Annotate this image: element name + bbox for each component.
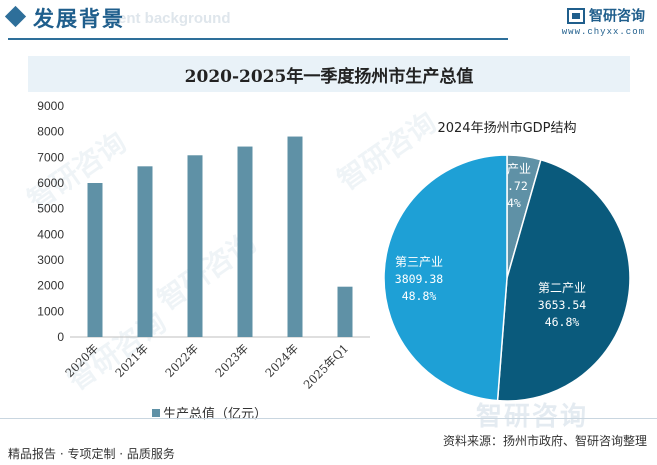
y-tick-label: 9000 (37, 99, 64, 113)
bar-chart: 0 1000 2000 3000 4000 5000 6000 7000 8000 9000 202… (37, 99, 370, 422)
bar (187, 155, 203, 337)
pie-chart: 2024年扬州市GDP结构第一产业346.724.4%第二产业3653.5446… (383, 120, 631, 402)
pie-slice (496, 158, 631, 402)
bar (337, 286, 353, 337)
brand-url: www.chyxx.com (561, 26, 645, 37)
brand-name: 智研咨询 (589, 8, 645, 25)
y-tick-label: 6000 (37, 176, 64, 190)
y-tick-label: 1000 (37, 304, 64, 318)
bar (137, 166, 153, 337)
brand: 智研咨询 www.chyxx.com (562, 5, 645, 37)
x-tick-label: 2025年Q1 (301, 341, 352, 392)
chart-title: 2020-2025年一季度扬州市生产总值 (184, 66, 474, 87)
chart-title-banner: 2020-2025年一季度扬州市生产总值 (28, 56, 630, 92)
slice-percent-label: 46.8% (545, 315, 580, 329)
watermark-logo: 智研咨询 (476, 402, 589, 432)
legend-label: 生产总值（亿元） (163, 406, 267, 422)
slice-value-label: 3809.38 (395, 272, 444, 286)
y-tick-label: 4000 (37, 227, 64, 241)
slice-percent-label: 48.8% (402, 289, 437, 303)
x-tick-label: 2022年 (162, 341, 201, 380)
page-title: 发展背景 (33, 7, 125, 31)
y-tick-label: 8000 (37, 125, 64, 139)
footer-divider (0, 418, 657, 419)
bar (87, 183, 103, 337)
y-tick-label: 0 (57, 330, 64, 344)
x-tick-label: 2020年 (62, 341, 101, 380)
y-tick-label: 2000 (37, 279, 64, 293)
footer-source: 资料来源：扬州市政府、智研咨询整理 (442, 434, 647, 448)
pie-slice (383, 154, 508, 402)
slice-value-label: 3653.54 (538, 298, 587, 312)
brand-logo-icon (567, 7, 585, 24)
bar (237, 146, 253, 337)
y-tick-label: 7000 (37, 150, 64, 164)
y-tick-label: 3000 (37, 253, 64, 267)
bar (287, 136, 303, 337)
footer-tagline: 精品报告 · 专项定制 · 品质服务 (8, 447, 175, 461)
header-divider (8, 38, 508, 40)
slice-name-label: 第二产业 (538, 281, 586, 295)
pie-title: 2024年扬州市GDP结构 (437, 120, 576, 136)
x-tick-label: 2023年 (212, 341, 251, 380)
y-tick-label: 5000 (37, 202, 64, 216)
legend-swatch (152, 409, 160, 417)
header: ent background 发展背景 智研咨询 www.chyxx.com (0, 0, 657, 40)
slice-name-label: 第三产业 (395, 255, 443, 269)
x-tick-label: 2021年 (112, 341, 151, 380)
x-tick-label: 2024年 (262, 341, 301, 380)
header-subtitle-en: ent background (118, 10, 231, 27)
